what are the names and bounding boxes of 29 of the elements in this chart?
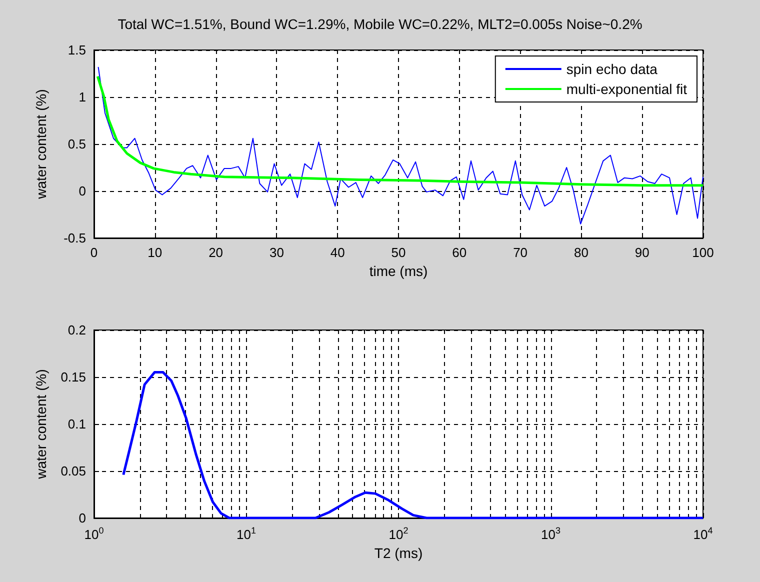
x-tick-label: 80 (574, 245, 588, 260)
y-tick-label: 0.05 (60, 464, 86, 478)
y-tick-label: 0.5 (68, 136, 86, 152)
legend-label: multi-exponential fit (566, 81, 688, 97)
x-tick-label: 50 (391, 245, 406, 260)
line-series (96, 75, 704, 187)
x-axis-title: T2 (ms) (374, 544, 423, 561)
chart-title: Total WC=1.51%, Bound WC=1.29%, Mobile WC=0.22%, MLT2=0.005s Noise~0.2% (118, 16, 642, 32)
x-tick-label: 20 (208, 245, 224, 260)
x-tick-label: 100 (692, 245, 714, 260)
legend-label: spin echo data (566, 61, 658, 77)
y-tick-label: 0.1 (68, 416, 86, 432)
y-tick-label: 0 (78, 510, 86, 526)
x-tick-label: 60 (452, 245, 467, 260)
y-axis-title: water content (%) (33, 89, 49, 200)
x-tick-label: 10 (148, 245, 162, 260)
y-tick-label: 0.15 (60, 370, 86, 384)
x-tick-label: 90 (634, 245, 650, 260)
x-tick-label: 40 (330, 245, 345, 260)
y-tick-label: 0 (78, 184, 86, 198)
y-tick-label: -0.5 (64, 230, 86, 246)
y-tick-label: 0.2 (68, 322, 86, 338)
x-axis-title: time (ms) (369, 263, 428, 279)
y-tick-label: 1 (78, 90, 86, 104)
x-tick-label: 0 (90, 245, 98, 260)
x-tick-label: 70 (513, 245, 528, 260)
y-axis-title: water content (%) (33, 369, 49, 480)
y-tick-label: 1.5 (68, 42, 86, 58)
x-tick-label: 30 (269, 245, 284, 260)
